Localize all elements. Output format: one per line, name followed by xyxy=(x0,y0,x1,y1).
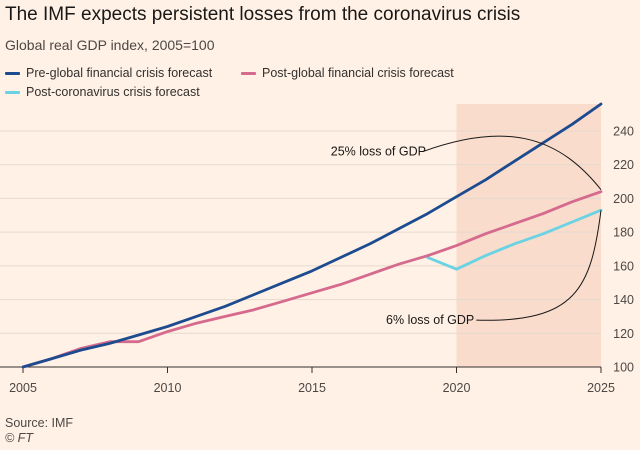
legend-item-post-covid: Post-coronavirus crisis forecast xyxy=(5,85,200,99)
y-tick-label: 240 xyxy=(613,125,634,139)
chart-subtitle: Global real GDP index, 2005=100 xyxy=(5,37,215,53)
y-tick-label: 100 xyxy=(613,361,634,375)
annotation-label-6pct: 6% loss of GDP xyxy=(386,313,474,327)
legend-item-pre-crisis: Pre-global financial crisis forecast xyxy=(5,66,212,80)
x-tick-label: 2020 xyxy=(443,381,471,395)
series-line-post-covid xyxy=(426,208,603,271)
legend-item-post-gfc: Post-global financial crisis forecast xyxy=(241,66,454,80)
series-line-pre-crisis xyxy=(21,102,603,369)
y-tick-label: 160 xyxy=(613,259,634,273)
source-note: Source: IMF xyxy=(5,416,74,430)
y-tick-label: 140 xyxy=(613,293,634,307)
y-tick-label: 220 xyxy=(613,158,634,172)
y-tick-label: 200 xyxy=(613,192,634,206)
legend-swatch-pre-crisis xyxy=(5,71,20,75)
annotation-arc-6pct xyxy=(476,210,602,321)
legend-label-pre-crisis: Pre-global financial crisis forecast xyxy=(26,66,213,80)
x-tick-label: 2010 xyxy=(154,381,182,395)
chart-title: The IMF expects persistent losses from t… xyxy=(5,4,521,25)
y-tick-label: 120 xyxy=(613,327,634,341)
x-tick-label: 2005 xyxy=(9,381,37,395)
legend-swatch-post-covid xyxy=(5,90,20,94)
x-tick-label: 2015 xyxy=(298,381,326,395)
annotation-arc-25pct xyxy=(422,135,602,190)
y-tick-label: 180 xyxy=(613,226,634,240)
annotation-label-25pct: 25% loss of GDP xyxy=(331,145,426,159)
copyright-note: © FT xyxy=(5,431,33,445)
legend-swatch-post-gfc xyxy=(241,71,256,75)
x-tick-label: 2025 xyxy=(587,381,615,395)
line-chart: 100 120 140 160 180 200 220 240 2005 2010 2015 2020… xyxy=(0,102,634,395)
legend-label-post-gfc: Post-global financial crisis forecast xyxy=(262,66,454,80)
legend-label-post-covid: Post-coronavirus crisis forecast xyxy=(26,85,200,99)
